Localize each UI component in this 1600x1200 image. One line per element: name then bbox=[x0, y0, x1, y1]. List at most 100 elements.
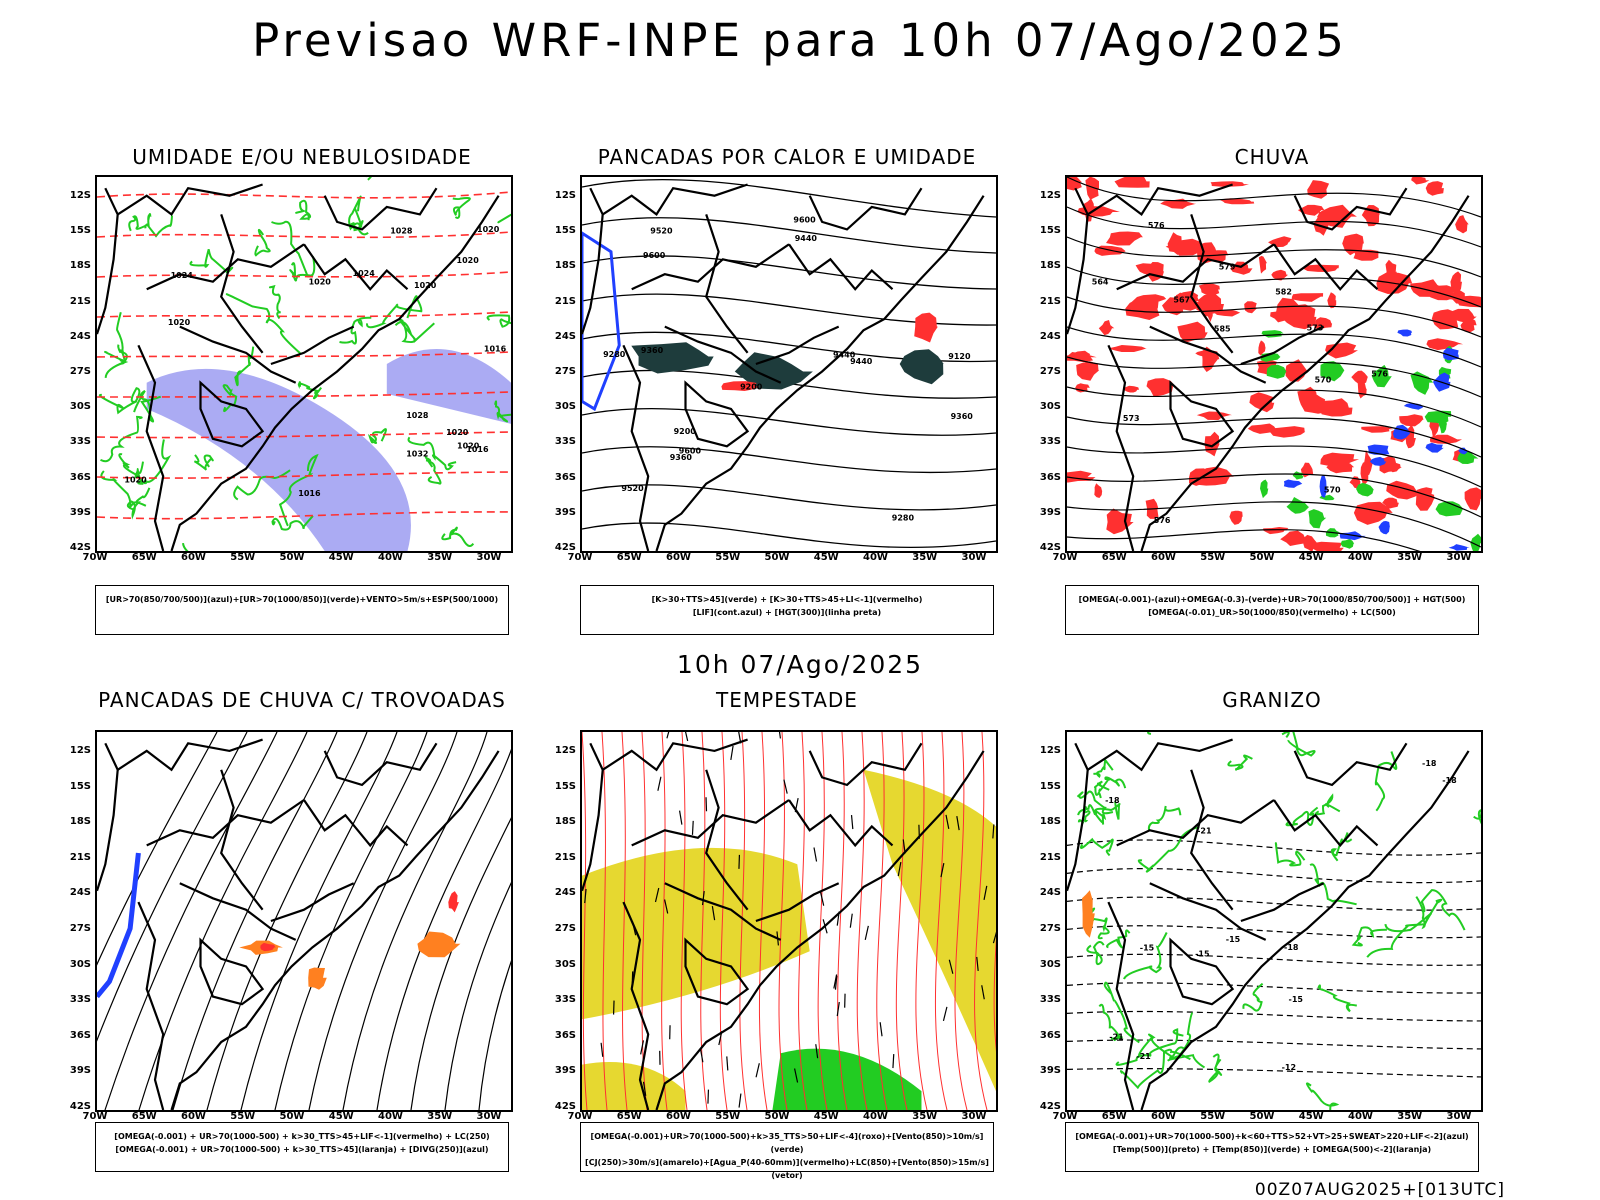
green-contour bbox=[98, 387, 141, 415]
lat-tick-label: 33S bbox=[554, 436, 576, 448]
rain-region bbox=[1361, 426, 1394, 433]
contour-label: 570 bbox=[1315, 376, 1332, 385]
temp850-contour bbox=[1123, 932, 1168, 980]
contour-label: 1020 bbox=[309, 278, 332, 287]
temp850-contour bbox=[1314, 793, 1341, 816]
rain-region bbox=[1106, 231, 1143, 246]
lat-tick-label: 30S bbox=[69, 401, 91, 413]
border-line bbox=[705, 214, 749, 354]
green-contour bbox=[268, 284, 281, 320]
border-line bbox=[1273, 799, 1379, 848]
panel-title: CHUVA bbox=[1234, 145, 1310, 169]
legend-line: [OMEGA(-0.001) + UR>70(1000-500) + k>30_… bbox=[114, 1132, 490, 1141]
green-contour bbox=[193, 454, 214, 471]
rain-region bbox=[1247, 423, 1279, 434]
omega-region bbox=[1378, 521, 1390, 535]
rain-region bbox=[1364, 449, 1373, 476]
contour-label: 576 bbox=[1371, 370, 1388, 379]
streamline bbox=[1067, 473, 1481, 518]
lat-tick-label: 27S bbox=[69, 923, 91, 934]
streamline bbox=[778, 732, 788, 1110]
rain-region bbox=[1177, 321, 1208, 343]
temp850-contour bbox=[1374, 751, 1398, 812]
temp850-contour bbox=[1366, 898, 1443, 958]
rain-region bbox=[1210, 181, 1249, 187]
lat-tick-label: 21S bbox=[69, 295, 91, 307]
green-contour bbox=[365, 177, 372, 181]
lat-tick-label: 24S bbox=[554, 887, 576, 899]
wind-vector bbox=[834, 975, 838, 990]
legend-line: [LIF](cont.azul) + [HGT(300)](linha pret… bbox=[692, 608, 882, 617]
omega-region bbox=[1319, 475, 1328, 498]
border-line bbox=[1140, 195, 1470, 551]
wind-vector bbox=[711, 906, 716, 921]
lon-tick-label: 65W bbox=[1101, 552, 1127, 563]
lat-tick-label: 21S bbox=[554, 295, 576, 307]
streamline bbox=[817, 732, 828, 1110]
wind-vector bbox=[983, 885, 988, 900]
wind-vector bbox=[654, 887, 660, 903]
rain-region bbox=[1415, 487, 1435, 511]
lat-tick-label: 42S bbox=[1039, 1101, 1061, 1112]
border-line bbox=[582, 187, 604, 335]
border-line bbox=[808, 742, 923, 787]
streamline bbox=[1067, 206, 1481, 248]
lat-tick-label: 27S bbox=[1039, 366, 1061, 377]
wind-vector bbox=[836, 1001, 840, 1017]
rain-region bbox=[1300, 462, 1314, 478]
severe-region bbox=[448, 891, 459, 913]
green-contour bbox=[128, 215, 149, 232]
green-contour bbox=[100, 415, 143, 463]
rain-region bbox=[1426, 338, 1464, 351]
omega-region bbox=[1410, 371, 1434, 395]
border-line bbox=[631, 799, 790, 847]
green-contour bbox=[233, 469, 291, 501]
rain-region bbox=[1280, 530, 1308, 546]
temp850-contour bbox=[1317, 984, 1358, 1013]
lon-tick-label: 50W bbox=[764, 1111, 790, 1122]
lat-tick-label: 30S bbox=[69, 958, 91, 970]
rain-region bbox=[1455, 215, 1469, 234]
rain-region bbox=[1429, 418, 1440, 438]
temp850-contour bbox=[1330, 832, 1353, 862]
panel-title: PANCADAS DE CHUVA C/ TROVOADAS bbox=[98, 688, 506, 712]
rain-region bbox=[1114, 177, 1150, 188]
wind-vector bbox=[640, 1040, 645, 1055]
hgt-contour bbox=[582, 446, 996, 474]
temp850-contour bbox=[1098, 776, 1127, 793]
thunderstorm-region bbox=[417, 931, 461, 958]
border-line bbox=[220, 214, 264, 354]
lat-tick-label: 15S bbox=[1039, 225, 1061, 237]
temp850-contour bbox=[1086, 941, 1105, 966]
lat-tick-label: 21S bbox=[1039, 851, 1061, 863]
wind-vector bbox=[850, 814, 854, 830]
rain-region bbox=[1411, 177, 1430, 185]
temp850-contour bbox=[1147, 805, 1182, 831]
green-contour bbox=[497, 213, 511, 224]
streamline bbox=[240, 732, 398, 1110]
panel-title: GRANIZO bbox=[1222, 688, 1322, 712]
temp500-contour bbox=[1067, 1068, 1481, 1078]
omega-region bbox=[1458, 447, 1468, 455]
lat-tick-label: 39S bbox=[69, 1065, 91, 1077]
contour-label: -21 bbox=[1136, 1052, 1151, 1061]
contour-label: 1020 bbox=[446, 428, 469, 437]
lat-tick-label: 42S bbox=[69, 542, 91, 553]
lon-tick-label: 55W bbox=[1200, 1111, 1226, 1122]
omega-region bbox=[1340, 538, 1355, 549]
lat-tick-label: 18S bbox=[1039, 816, 1061, 828]
lon-tick-label: 35W bbox=[427, 552, 453, 563]
wind-vector bbox=[783, 779, 788, 794]
border-line bbox=[117, 183, 263, 216]
omega-region bbox=[1369, 456, 1387, 466]
streamline bbox=[444, 882, 511, 1110]
border-line bbox=[146, 799, 305, 847]
border-line bbox=[179, 882, 297, 941]
panel-title: UMIDADE E/OU NEBULOSIDADE bbox=[132, 145, 472, 169]
green-contour bbox=[133, 389, 162, 423]
contour-label: 9520 bbox=[650, 226, 673, 235]
temp850-contour bbox=[1119, 1048, 1191, 1090]
map-svg: -18 -12 -15 -15 -15 -18 -21 -18 -18 -21 -21 -15 bbox=[1067, 732, 1481, 1110]
hgt-contour bbox=[582, 407, 996, 436]
border-line bbox=[1190, 214, 1234, 354]
